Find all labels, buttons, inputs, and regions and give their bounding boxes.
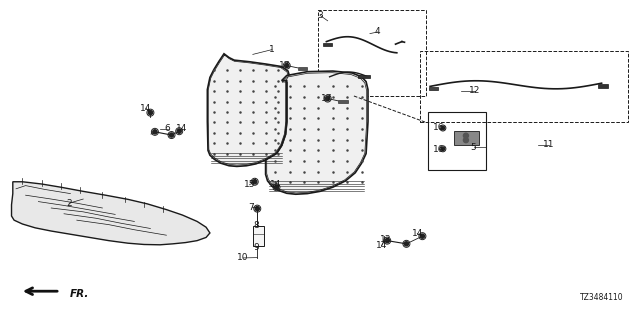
Circle shape <box>420 234 424 238</box>
Text: 14: 14 <box>269 180 281 189</box>
Circle shape <box>326 96 330 101</box>
Polygon shape <box>454 131 479 145</box>
Text: 14: 14 <box>176 124 188 133</box>
Polygon shape <box>266 71 368 194</box>
Text: 7: 7 <box>249 203 254 212</box>
Text: 4: 4 <box>375 28 380 36</box>
Text: 14: 14 <box>376 241 387 250</box>
Text: 17: 17 <box>321 94 332 103</box>
Text: 3: 3 <box>317 11 323 20</box>
Circle shape <box>463 138 468 143</box>
Text: 10: 10 <box>237 253 249 262</box>
Text: 17: 17 <box>279 61 291 70</box>
Polygon shape <box>253 226 264 246</box>
Text: FR.: FR. <box>70 289 90 299</box>
Circle shape <box>153 130 157 134</box>
Circle shape <box>285 63 289 68</box>
Polygon shape <box>298 67 307 70</box>
Text: 16: 16 <box>433 124 445 132</box>
Polygon shape <box>358 75 370 78</box>
Polygon shape <box>598 84 608 88</box>
Text: 12: 12 <box>469 86 481 95</box>
Text: 2: 2 <box>67 199 72 208</box>
Circle shape <box>177 129 181 133</box>
Circle shape <box>385 238 389 243</box>
Circle shape <box>404 242 408 246</box>
Circle shape <box>255 206 259 211</box>
Circle shape <box>275 185 278 189</box>
Text: 14: 14 <box>140 104 152 113</box>
Polygon shape <box>429 87 438 90</box>
Polygon shape <box>323 43 332 46</box>
Text: 5: 5 <box>471 143 476 152</box>
Polygon shape <box>338 100 348 103</box>
Circle shape <box>170 133 173 137</box>
Circle shape <box>253 180 257 184</box>
Text: 11: 11 <box>543 140 555 149</box>
Text: 16: 16 <box>433 145 445 154</box>
Text: TZ3484110: TZ3484110 <box>580 293 624 302</box>
Text: 1: 1 <box>269 45 275 54</box>
Polygon shape <box>12 182 210 245</box>
Text: 8: 8 <box>254 221 259 230</box>
Text: 6: 6 <box>165 124 170 133</box>
Circle shape <box>441 147 445 151</box>
Text: 14: 14 <box>412 229 423 238</box>
Polygon shape <box>207 54 289 166</box>
Circle shape <box>148 110 152 115</box>
Text: 13: 13 <box>380 236 392 244</box>
Circle shape <box>441 126 445 130</box>
Circle shape <box>463 133 468 138</box>
Text: 15: 15 <box>244 180 255 189</box>
Text: 9: 9 <box>254 243 259 252</box>
